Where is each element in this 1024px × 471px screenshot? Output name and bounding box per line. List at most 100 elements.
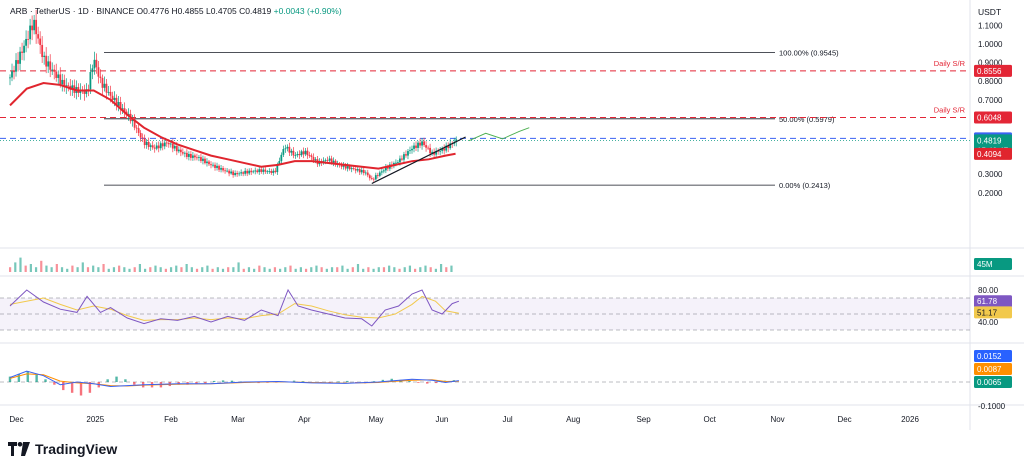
candle-body — [206, 161, 208, 164]
fibonacci-label: 0.00% (0.2413) — [779, 181, 831, 190]
tradingview-logo[interactable]: TradingView — [8, 441, 117, 457]
macd-histogram-bar — [70, 382, 74, 393]
daily-sr-label: Daily S/R — [934, 106, 966, 115]
candle-body — [13, 71, 15, 73]
candle-body — [294, 155, 297, 156]
volume-bar — [284, 267, 287, 272]
candle-body — [35, 19, 38, 35]
macd-histogram-bar — [53, 382, 56, 385]
candle-body — [346, 166, 349, 169]
candle-body — [214, 164, 216, 168]
volume-value-tag: 45M — [977, 260, 993, 269]
volume-bar — [107, 268, 110, 272]
price-axis-tick: 0.8000 — [978, 77, 1003, 86]
volume-bar — [55, 264, 58, 272]
candle-body — [115, 97, 118, 106]
candle-body — [196, 157, 198, 159]
macd-histogram-bar — [230, 380, 234, 382]
volume-bar — [336, 267, 339, 272]
candle-body — [240, 172, 243, 174]
rsi-value-tag: 61.78 — [977, 297, 998, 306]
candle-body — [131, 119, 134, 122]
candle-body — [226, 170, 228, 172]
volume-bar — [76, 267, 79, 272]
candle-body — [232, 171, 235, 176]
candle-body — [342, 165, 345, 167]
candle-body — [216, 165, 218, 168]
macd-axis-tick: -0.1000 — [978, 402, 1006, 411]
candle-body — [252, 171, 255, 173]
candle-body — [25, 38, 27, 46]
candle-body — [103, 83, 106, 88]
volume-bar — [221, 268, 225, 272]
candle-body — [67, 85, 70, 87]
volume-bar — [164, 268, 167, 272]
tradingview-wordmark: TradingView — [35, 441, 118, 457]
volume-bar — [159, 267, 162, 272]
candle-body — [288, 146, 291, 153]
volume-bar — [19, 257, 22, 272]
candle-body — [107, 91, 110, 93]
volume-bar — [190, 267, 193, 272]
daily-sr-label: Daily S/R — [934, 59, 966, 68]
candle-body — [447, 145, 450, 149]
candle-body — [27, 38, 29, 40]
candle-body — [41, 44, 44, 58]
candle-body — [165, 142, 168, 144]
candle-body — [57, 74, 60, 78]
volume-bar — [398, 268, 401, 272]
candle-body — [139, 132, 142, 138]
candle-body — [173, 145, 176, 149]
candle-body — [358, 169, 361, 173]
candle-body — [332, 160, 335, 163]
price-axis-tick: 0.9000 — [978, 59, 1003, 68]
candle-body — [155, 145, 158, 149]
volume-bar — [315, 265, 318, 272]
macd-histogram-bar — [204, 382, 207, 384]
candle-body — [445, 145, 448, 151]
volume-bar — [325, 268, 328, 272]
symbol-label[interactable]: ARB — [10, 6, 28, 16]
time-axis-label: Dec — [837, 415, 851, 424]
daily-sr-value-tag-box — [974, 64, 1012, 77]
candle-body — [427, 147, 429, 149]
candle-body — [312, 156, 315, 161]
volume-bar — [154, 265, 157, 272]
candle-body — [49, 61, 52, 70]
macd-histogram-bar — [62, 382, 65, 391]
volume-bar — [263, 267, 266, 272]
time-axis-label: Feb — [164, 415, 178, 424]
macd-histogram-bar — [301, 381, 305, 382]
rsi-axis-tick: 40.00 — [978, 318, 999, 327]
macd-histogram-bar — [44, 379, 47, 382]
candle-body — [258, 169, 261, 173]
volume-bar — [377, 267, 380, 272]
volume-bar — [382, 267, 386, 272]
volume-bar — [169, 267, 173, 272]
candle-body — [157, 145, 160, 149]
candle-body — [181, 152, 184, 154]
volume-bar — [242, 268, 245, 272]
volume-bar — [320, 267, 323, 272]
macd-histogram-bar — [372, 381, 376, 382]
volume-bar — [45, 265, 48, 272]
currency-label[interactable]: USDT — [978, 7, 1002, 17]
volume-bar — [294, 268, 297, 272]
candle-body — [437, 150, 440, 152]
candle-body — [175, 145, 178, 152]
candle-body — [340, 165, 343, 167]
time-axis-label: May — [368, 415, 383, 424]
candle-body — [145, 141, 148, 146]
volume-bar — [123, 267, 126, 272]
volume-bar — [419, 267, 422, 272]
interval-label[interactable]: 1D — [77, 6, 89, 16]
candle-body — [83, 90, 86, 94]
volume-bar — [133, 267, 136, 272]
candle-body — [31, 25, 34, 31]
candle-body — [141, 137, 144, 139]
volume-bar — [9, 267, 12, 272]
candle-body — [212, 164, 214, 166]
candle-body — [236, 173, 239, 175]
candle-body — [79, 90, 82, 93]
